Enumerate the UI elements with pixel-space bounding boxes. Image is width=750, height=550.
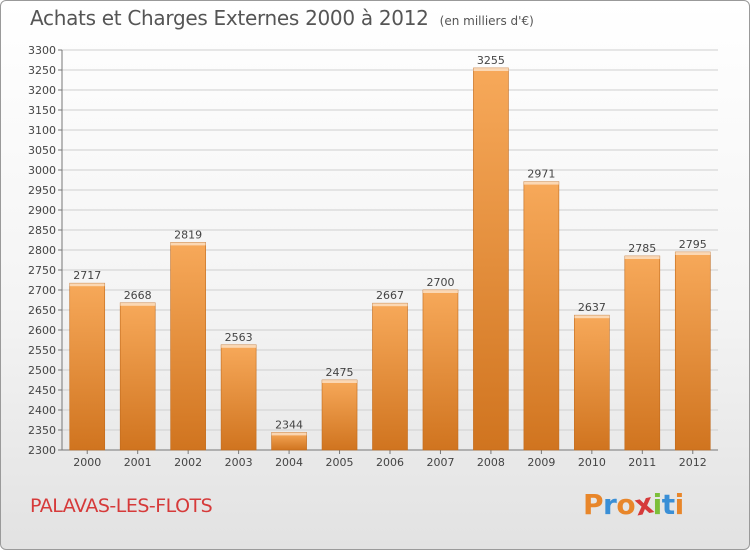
x-tick-label: 2001 (124, 456, 152, 469)
bar (624, 255, 661, 451)
y-tick-label: 2600 (28, 324, 56, 337)
bar (473, 67, 509, 451)
bars (69, 67, 711, 451)
y-tick-label: 2850 (28, 224, 56, 237)
x-tick-label: 2002 (174, 456, 202, 469)
data-label: 2700 (426, 276, 454, 289)
bar (321, 379, 358, 451)
data-label: 2344 (275, 418, 303, 431)
data-label: 2668 (124, 289, 152, 302)
x-tick-label: 2005 (326, 456, 354, 469)
y-tick-label: 3200 (28, 84, 56, 97)
x-tick-label: 2008 (477, 456, 505, 469)
x-tick-label: 2012 (679, 456, 707, 469)
y-tick-label: 2450 (28, 384, 56, 397)
y-tick-label: 2550 (28, 344, 56, 357)
y-tick-label: 2800 (28, 244, 56, 257)
x-tick-label: 2003 (225, 456, 253, 469)
logo-letter: o (616, 488, 636, 521)
data-label: 2717 (73, 269, 101, 282)
bar (372, 302, 408, 451)
data-label: 2785 (628, 242, 656, 255)
logo-letter: i (674, 488, 685, 521)
bar-highlight (221, 344, 257, 348)
logo-letter: t (661, 488, 675, 521)
bar (220, 344, 257, 451)
data-label: 2971 (527, 168, 555, 181)
x-tick-label: 2000 (73, 456, 101, 469)
city-name: PALAVAS-LES-FLOTS (30, 495, 213, 517)
y-tick-label: 2300 (28, 444, 56, 457)
y-tick-label: 2350 (28, 424, 56, 437)
y-tick-label: 2700 (28, 284, 56, 297)
bar-highlight (574, 315, 610, 319)
x-tick-label: 2011 (628, 456, 656, 469)
proxiti-logo: Proxiti (583, 487, 685, 523)
x-tick-label: 2010 (578, 456, 606, 469)
bar (119, 302, 156, 451)
y-tick-label: 3050 (28, 144, 56, 157)
data-label: 2819 (174, 228, 202, 241)
data-label: 2667 (376, 289, 404, 302)
bar (170, 242, 206, 451)
logo-letter: P (583, 488, 604, 521)
y-tick-label: 3000 (28, 164, 56, 177)
logo-letter: i (652, 488, 663, 521)
logo-letter: r (603, 488, 617, 521)
data-label: 2637 (578, 301, 606, 314)
bar (674, 251, 711, 451)
x-tick-label: 2009 (527, 456, 555, 469)
bar-highlight (69, 283, 105, 287)
bar-highlight (675, 252, 711, 255)
bar (422, 289, 459, 451)
bar-highlight (422, 290, 458, 293)
bar (574, 314, 610, 451)
data-label: 2795 (679, 238, 707, 251)
y-tick-label: 3100 (28, 124, 56, 137)
bar-highlight (322, 380, 358, 383)
data-labels: 2717 2668 2819 2563 2344 2475 2667 2700 3255 2971… (73, 54, 707, 431)
data-label: 2563 (225, 331, 253, 344)
chart-subtitle: (en milliers d'€) (439, 14, 534, 28)
x-tick-labels: 2000 2001 2002 2003 2004 2005 2006 2007 2008 2009… (73, 456, 707, 469)
bar (523, 181, 560, 451)
data-label: 3255 (477, 54, 505, 67)
bar-highlight (372, 303, 408, 307)
y-tick-labels: 2300 2350 2400 2450 2500 2550 2600 2650 2700 2750… (28, 44, 56, 457)
bar-highlight (523, 181, 559, 185)
chart-title-text: Achats et Charges Externes 2000 à 2012 (30, 6, 429, 30)
bar-highlight (271, 432, 307, 436)
y-tick-label: 2950 (28, 184, 56, 197)
bar-highlight (120, 302, 156, 306)
y-tick-label: 2900 (28, 204, 56, 217)
x-tick-label: 2004 (275, 456, 303, 469)
y-tick-label: 2650 (28, 304, 56, 317)
data-label: 2475 (326, 366, 354, 379)
x-tick-label: 2006 (376, 456, 404, 469)
x-tick-label: 2007 (426, 456, 454, 469)
y-tick-label: 3150 (28, 104, 56, 117)
bar-highlight (624, 256, 660, 259)
y-tick-label: 3250 (28, 64, 56, 77)
y-tick-label: 3300 (28, 44, 56, 57)
chart-title: Achats et Charges Externes 2000 à 2012 (… (30, 6, 534, 30)
y-tick-label: 2400 (28, 404, 56, 417)
y-tick-label: 2750 (28, 264, 56, 277)
bar (69, 282, 106, 451)
y-tick-label: 2500 (28, 364, 56, 377)
bar-highlight (473, 68, 509, 71)
bar-highlight (170, 242, 206, 246)
